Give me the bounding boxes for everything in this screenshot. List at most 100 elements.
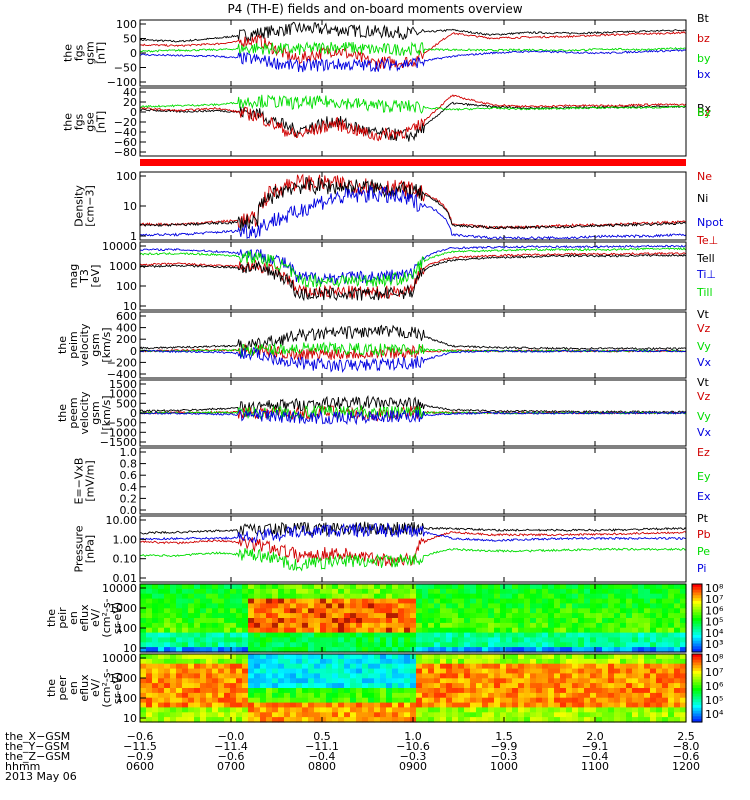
heatmap-cell	[200, 593, 207, 600]
colorbar-step	[692, 601, 702, 605]
heatmap-cell	[212, 584, 219, 590]
heatmap-cell	[218, 593, 225, 600]
heatmap-cell	[410, 668, 417, 675]
heatmap-cell	[182, 683, 189, 689]
heatmap-cell	[644, 603, 651, 609]
heatmap-cell	[302, 618, 309, 624]
heatmap-cell	[404, 697, 411, 704]
heatmap-cell	[668, 598, 675, 605]
heatmap-cell	[596, 632, 603, 639]
colorbar-step	[692, 710, 702, 715]
heatmap-cell	[254, 683, 261, 689]
heatmap-cell	[164, 608, 171, 614]
heatmap-cell	[638, 697, 645, 704]
y-tick-label: −20	[114, 116, 137, 129]
heatmap-cell	[620, 712, 627, 718]
page-title: P4 (TH-E) fields and on-board moments ov…	[227, 2, 523, 16]
heatmap-cell	[404, 712, 411, 718]
y-tick-label: −500	[107, 417, 137, 430]
colorbar-step	[692, 665, 702, 669]
heatmap-cell	[458, 702, 465, 709]
heatmap-cell	[332, 683, 339, 689]
heatmap-cell	[236, 683, 243, 689]
y-tick-label: 0	[130, 47, 137, 60]
ephemeris-label: the_Z−GSM	[5, 750, 70, 763]
heatmap-cell	[668, 707, 675, 713]
heatmap-cell	[314, 717, 321, 723]
heatmap-cell	[506, 707, 513, 713]
heatmap-cell	[536, 717, 543, 723]
heatmap-cell	[206, 707, 213, 713]
heatmap-cell	[284, 658, 291, 665]
colorbar-step	[692, 705, 702, 709]
y-tick-label: 0	[130, 345, 137, 358]
heatmap-cell	[440, 598, 447, 605]
legend-entry: By	[697, 106, 712, 119]
heatmap-cell	[386, 688, 393, 694]
heatmap-cell	[326, 654, 333, 660]
heatmap-cell	[668, 673, 675, 679]
heatmap-cell	[608, 712, 615, 718]
heatmap-cell	[314, 668, 321, 675]
heatmap-cell	[488, 668, 495, 675]
heatmap-cell	[428, 688, 435, 694]
heatmap-cell	[674, 647, 681, 653]
heatmap-cell	[560, 712, 567, 718]
heatmap-cell	[602, 618, 609, 624]
heatmap-cell	[548, 622, 555, 629]
heatmap-cell	[362, 683, 369, 689]
heatmap-cell	[626, 654, 633, 660]
heatmap-cell	[272, 692, 279, 699]
heatmap-cell	[560, 683, 567, 689]
heatmap-cell	[422, 637, 429, 643]
heatmap-cell	[458, 584, 465, 590]
heatmap-cell	[242, 593, 249, 600]
heatmap-cell	[680, 598, 687, 605]
heatmap-cell	[158, 603, 165, 609]
heatmap-cell	[560, 654, 567, 660]
heatmap-cell	[398, 658, 405, 665]
heatmap-cell	[518, 588, 525, 595]
heatmap-cell	[530, 663, 537, 670]
colorbar-step	[692, 606, 702, 611]
heatmap-cell	[620, 584, 627, 590]
heatmap-cell	[602, 632, 609, 639]
heatmap-cell	[380, 637, 387, 643]
heatmap-cell	[644, 598, 651, 605]
heatmap-cell	[272, 593, 279, 600]
heatmap-cell	[224, 637, 231, 643]
heatmap-cell	[242, 707, 249, 713]
heatmap-cell	[578, 663, 585, 670]
heatmap-cell	[428, 608, 435, 614]
heatmap-cell	[284, 702, 291, 709]
heatmap-cell	[560, 622, 567, 629]
heatmap-cell	[554, 712, 561, 718]
ephemeris-value: −0.9	[127, 750, 154, 763]
heatmap-cell	[152, 712, 159, 718]
heatmap-cell	[536, 702, 543, 709]
heatmap-cell	[500, 692, 507, 699]
heatmap-cell	[224, 622, 231, 629]
heatmap-cell	[212, 627, 219, 634]
heatmap-cell	[326, 608, 333, 614]
y-axis-label: the	[56, 336, 69, 354]
heatmap-cell	[248, 654, 255, 660]
heatmap-cell	[380, 673, 387, 679]
heatmap-cell	[662, 598, 669, 605]
heatmap-cell	[278, 717, 285, 723]
heatmap-cell	[380, 697, 387, 704]
heatmap-cell	[206, 654, 213, 660]
heatmap-cell	[296, 603, 303, 609]
heatmap-cell	[614, 707, 621, 713]
heatmap-cell	[254, 608, 261, 614]
heatmap-cell	[254, 603, 261, 609]
heatmap-cell	[374, 692, 381, 699]
heatmap-cell	[632, 678, 639, 684]
heatmap-cell	[278, 688, 285, 694]
legend-entry: Pt	[697, 512, 709, 525]
heatmap-cell	[158, 627, 165, 634]
heatmap-cell	[362, 632, 369, 639]
heatmap-cell	[638, 692, 645, 699]
heatmap-cell	[278, 678, 285, 684]
heatmap-cell	[224, 603, 231, 609]
